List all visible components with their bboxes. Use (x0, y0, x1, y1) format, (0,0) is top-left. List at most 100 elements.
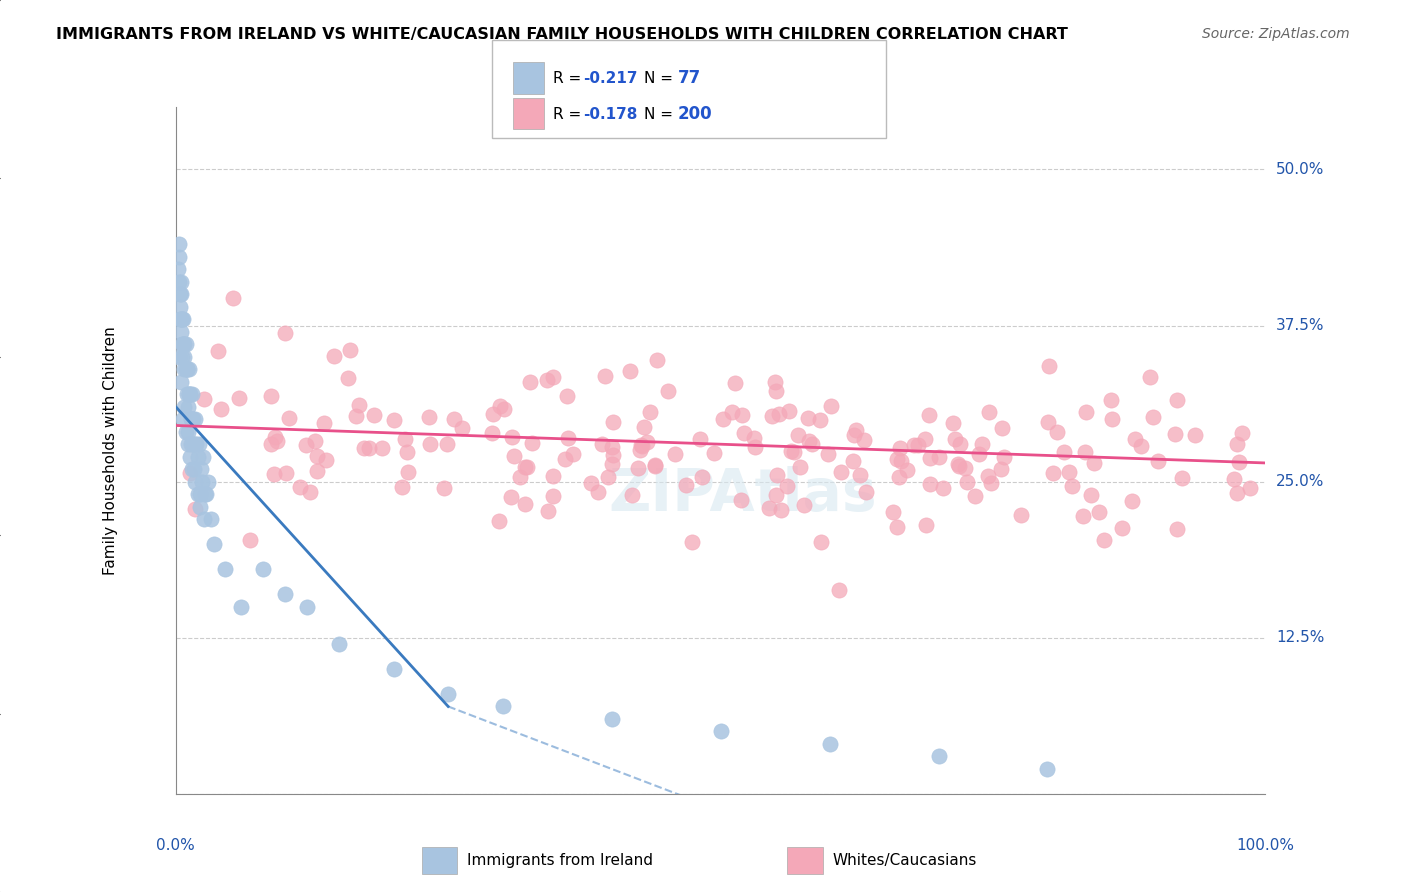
Point (828, 582, 851, 597)
Point (537, 503, 560, 517)
Point (305, 449, 328, 463)
Point (391, 480, 413, 494)
Point (509, 470, 531, 484)
Point (657, 384, 679, 398)
Point (977, 468, 1000, 483)
Point (382, 662, 405, 676)
Point (619, 363, 641, 377)
Point (710, 724, 733, 739)
Point (946, 457, 969, 471)
Text: Family Households with Children: Family Households with Children (103, 326, 118, 574)
Point (600, 712, 623, 726)
Point (948, 459, 970, 474)
Point (370, 441, 392, 455)
Point (174, 425, 197, 439)
Point (541, 370, 564, 384)
Point (353, 442, 375, 456)
Point (274, 326, 297, 340)
Point (818, 737, 841, 751)
Point (744, 440, 766, 454)
Point (167, 262, 190, 277)
Point (830, 466, 852, 480)
Point (842, 454, 865, 468)
Point (304, 434, 326, 448)
Point (963, 489, 986, 503)
Point (177, 425, 200, 439)
Point (299, 485, 322, 500)
Point (170, 287, 193, 301)
Point (214, 562, 236, 576)
Point (703, 446, 725, 460)
Point (186, 450, 209, 464)
Text: 12.5%: 12.5% (1277, 631, 1324, 645)
Point (489, 399, 512, 413)
Point (516, 460, 538, 475)
Text: R =: R = (553, 71, 586, 86)
Point (344, 409, 367, 423)
Point (628, 442, 651, 457)
Text: 25.0%: 25.0% (1277, 475, 1324, 489)
Point (763, 375, 786, 389)
Point (681, 534, 703, 549)
Point (172, 312, 194, 326)
Point (172, 412, 194, 426)
Point (170, 325, 193, 339)
Point (519, 376, 541, 390)
Point (307, 464, 329, 478)
Point (903, 438, 925, 452)
Point (1171, 470, 1194, 484)
Point (720, 404, 742, 418)
Point (886, 451, 908, 466)
Point (1057, 465, 1080, 479)
Point (849, 468, 872, 483)
Point (675, 478, 697, 492)
Point (207, 343, 229, 358)
Point (263, 467, 285, 482)
Point (600, 441, 623, 455)
Point (645, 353, 668, 368)
Point (620, 488, 643, 502)
Point (920, 450, 942, 465)
Point (1142, 410, 1164, 425)
Point (942, 416, 965, 430)
Point (808, 413, 831, 427)
Point (260, 389, 283, 403)
Point (481, 407, 503, 421)
Point (177, 400, 200, 414)
Point (758, 500, 780, 515)
Point (1036, 762, 1059, 776)
Point (733, 425, 755, 440)
Point (789, 459, 811, 474)
Point (586, 484, 609, 499)
Point (555, 389, 578, 403)
FancyBboxPatch shape (492, 40, 886, 138)
Text: -0.217: -0.217 (583, 71, 638, 86)
Point (1166, 392, 1188, 407)
Point (337, 371, 360, 385)
Point (932, 481, 955, 495)
Point (630, 438, 652, 452)
Point (907, 438, 929, 452)
Point (347, 398, 370, 412)
Point (170, 312, 193, 326)
Point (801, 437, 824, 451)
Point (644, 458, 666, 473)
Point (173, 400, 195, 414)
Point (918, 408, 941, 422)
Point (1010, 508, 1032, 522)
Point (602, 448, 624, 462)
Point (172, 350, 194, 364)
Point (177, 387, 200, 401)
Point (1239, 481, 1261, 495)
Bar (422, 847, 457, 874)
Point (188, 487, 211, 501)
Point (437, 687, 460, 701)
Point (991, 421, 1014, 435)
Point (363, 408, 385, 422)
Point (928, 749, 950, 764)
Point (1111, 521, 1133, 535)
Point (488, 514, 510, 528)
Point (450, 421, 472, 435)
Point (581, 475, 603, 490)
Point (184, 412, 207, 426)
